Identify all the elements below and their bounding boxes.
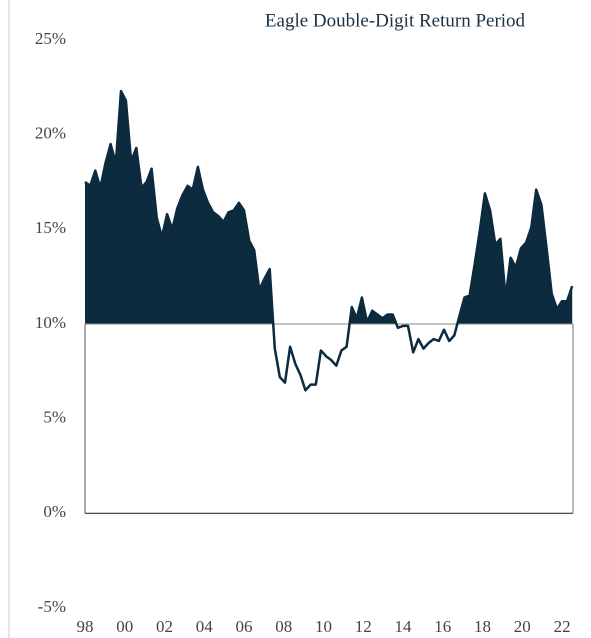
x-tick-label: 02 <box>156 617 173 636</box>
x-tick-label: 10 <box>315 617 332 636</box>
area-fill <box>85 91 573 324</box>
x-tick-label: 12 <box>355 617 372 636</box>
x-tick-label: 00 <box>116 617 133 636</box>
y-tick-label: -5% <box>38 597 66 616</box>
series-line <box>84 89 574 392</box>
x-tick-label: 18 <box>474 617 491 636</box>
x-tick-label: 14 <box>395 617 413 636</box>
y-tick-label: 15% <box>35 218 66 237</box>
x-tick-label: 04 <box>196 617 214 636</box>
x-tick-label: 16 <box>434 617 451 636</box>
y-tick-label: 20% <box>35 124 66 143</box>
x-tick-label: 22 <box>554 617 571 636</box>
chart-title: Eagle Double-Digit Return Period <box>265 10 526 31</box>
x-tick-label: 98 <box>77 617 94 636</box>
x-tick-label: 08 <box>275 617 292 636</box>
y-tick-label: 10% <box>35 313 66 332</box>
y-tick-label: 0% <box>43 502 66 521</box>
x-tick-label: 06 <box>236 617 253 636</box>
x-tick-label: 20 <box>514 617 531 636</box>
y-tick-label: 5% <box>43 408 66 427</box>
y-tick-label: 25% <box>35 29 66 48</box>
